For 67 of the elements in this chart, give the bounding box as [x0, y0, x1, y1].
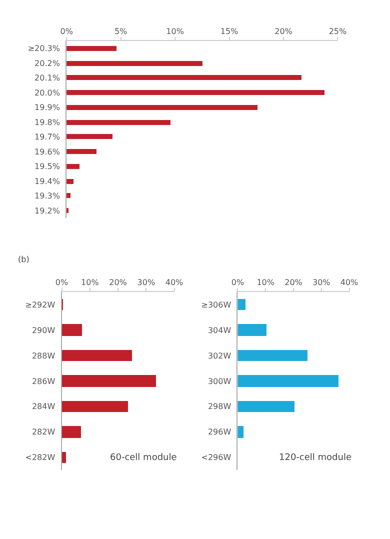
y-tick-label: 300W: [208, 376, 232, 386]
y-tick-label: 20.0%: [34, 88, 60, 98]
bar: [66, 149, 97, 154]
chart-title: (b): [18, 255, 30, 264]
bar: [66, 164, 80, 169]
annotation: 60-cell module: [110, 453, 178, 463]
y-tick-label: 296W: [208, 428, 232, 437]
x-tick-label: 0%: [231, 278, 244, 287]
y-tick-label: 298W: [208, 402, 232, 412]
y-tick-label: <282W: [25, 453, 56, 462]
x-tick-label: 15%: [220, 26, 239, 36]
bar: [66, 120, 171, 125]
bar: [66, 75, 302, 80]
bar: [62, 452, 66, 463]
bar: [66, 46, 117, 51]
bar: [238, 350, 308, 361]
x-tick-label: 10%: [166, 26, 184, 36]
y-tick-label: ≥306W: [201, 300, 232, 310]
y-tick-label: 19.9%: [34, 103, 60, 112]
bar: [238, 401, 295, 412]
y-tick-label: 290W: [32, 326, 56, 335]
x-tick-label: 10%: [81, 278, 100, 287]
bar: [238, 299, 246, 310]
x-tick-label: 0%: [55, 278, 69, 287]
y-tick-label: 19.6%: [34, 147, 60, 156]
y-tick-label: 304W: [208, 326, 232, 335]
bar: [238, 324, 267, 336]
bar: [62, 324, 82, 336]
x-tick-label: 20%: [109, 278, 128, 287]
bar: [62, 426, 81, 438]
bar: [66, 105, 258, 110]
x-tick-label: 40%: [165, 278, 184, 287]
y-tick-label: 19.7%: [34, 132, 60, 142]
x-tick-label: 0%: [60, 26, 74, 36]
y-tick-label: ≥20.3%: [28, 44, 60, 54]
y-tick-label: 302W: [208, 351, 232, 360]
x-tick-label: 10%: [256, 278, 275, 287]
y-tick-label: 19.8%: [34, 118, 60, 127]
bar: [66, 90, 325, 95]
bar: [62, 350, 132, 361]
bar: [62, 375, 156, 387]
bar: [238, 426, 244, 438]
bar: [66, 134, 113, 139]
x-tick-label: 25%: [328, 26, 348, 36]
y-tick-label: 19.4%: [34, 176, 60, 186]
x-tick-label: 20%: [274, 26, 293, 36]
bar: [66, 61, 203, 66]
y-tick-label: <296W: [201, 453, 232, 462]
y-tick-label: 286W: [32, 376, 56, 386]
y-tick-label: ≥292W: [25, 300, 56, 310]
y-tick-label: 19.3%: [34, 192, 60, 201]
y-tick-label: 20.2%: [34, 58, 60, 68]
y-tick-label: 19.2%: [34, 206, 60, 216]
x-tick-label: 30%: [312, 278, 331, 287]
x-tick-label: 30%: [137, 278, 156, 287]
y-tick-label: 20.1%: [34, 74, 60, 83]
bar: [238, 375, 339, 387]
x-tick-label: 20%: [284, 278, 303, 287]
y-tick-label: 19.5%: [34, 162, 60, 172]
x-tick-label: 40%: [340, 278, 359, 287]
bar: [66, 179, 74, 184]
y-tick-label: 284W: [32, 402, 56, 412]
bar: [62, 401, 128, 412]
y-tick-label: 282W: [32, 428, 56, 437]
x-tick-label: 5%: [114, 26, 128, 36]
y-tick-label: 288W: [32, 351, 56, 360]
annotation: 120-cell module: [279, 453, 352, 463]
